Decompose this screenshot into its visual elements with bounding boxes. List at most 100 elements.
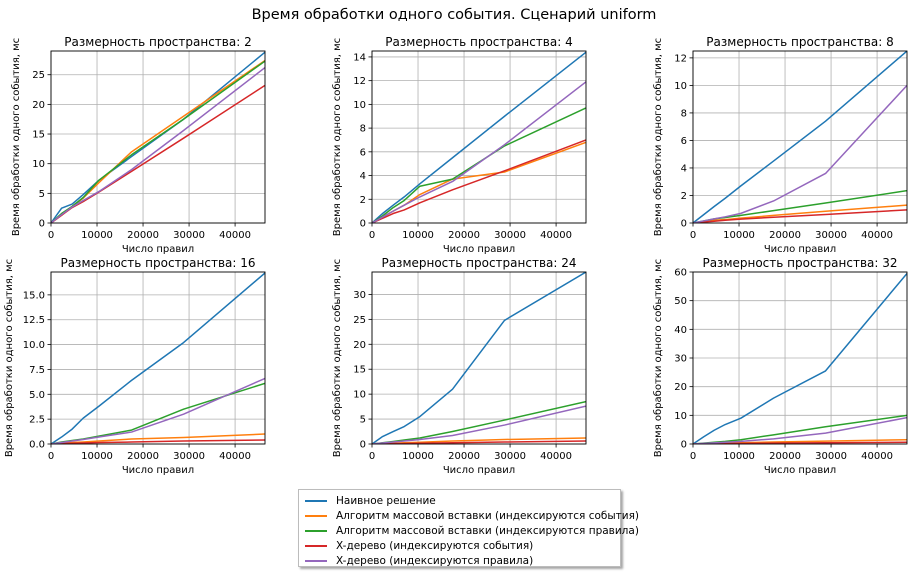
subplot-2-y-tick-label: 2 — [360, 195, 366, 206]
legend-label: Алгоритм массовой вставки (индексируются… — [336, 509, 640, 522]
subplot-3-series-line-4 — [693, 209, 907, 223]
subplot-1-x-tick-label: 20000 — [127, 230, 159, 241]
subplot-3-x-tick-label: 20000 — [769, 230, 801, 241]
subplot-1-x-axis-label: Число правил — [122, 244, 194, 255]
subplot-1-y-tick-label: 10 — [32, 159, 45, 170]
subplot-2-x-tick-label: 10000 — [402, 230, 434, 241]
subplot-5-x-tick-label: 30000 — [494, 451, 526, 462]
subplot-5-y-axis-label: Время обработки одного события, мс — [332, 259, 343, 457]
subplot-6-title: Размерность пространства: 32 — [702, 256, 897, 270]
subplot-6-x-tick-label: 30000 — [815, 451, 847, 462]
legend-item: Алгоритм массовой вставки (индексируются… — [305, 523, 639, 538]
subplot-1-x-tick-label: 10000 — [81, 230, 113, 241]
legend-item: X-дерево (индексируются события) — [305, 538, 614, 553]
subplot-6-series-line-1 — [693, 272, 907, 444]
subplot-5-axes-frame — [371, 271, 587, 445]
subplot-1-y-axis-label: Время обработки одного события, мс — [11, 38, 22, 236]
subplot-3-y-tick-label: 12 — [674, 53, 687, 64]
subplot-2-series-line-5 — [372, 81, 586, 223]
subplot-3-x-axis-label: Число правил — [764, 244, 836, 255]
subplot-2-series-line-1 — [372, 51, 586, 223]
subplot-1-series-line-4 — [51, 84, 265, 223]
subplot-4-y-tick-label: 10.0 — [23, 340, 45, 351]
subplot-6-x-tick-label: 10000 — [723, 451, 755, 462]
subplot-2-x-tick-label: 0 — [369, 230, 375, 241]
subplot-2-y-tick-label: 4 — [360, 171, 366, 182]
subplot-4-y-tick-label: 15.0 — [23, 290, 45, 301]
legend-label: X-дерево (индексируются правила) — [336, 554, 534, 567]
subplot-3-y-tick-label: 8 — [681, 108, 687, 119]
legend-item: Алгоритм массовой вставки (индексируются… — [305, 508, 639, 523]
subplot-4-x-axis-label: Число правил — [122, 465, 194, 476]
subplot-4-axes-frame — [50, 271, 266, 445]
subplot-2-x-tick-label: 40000 — [540, 230, 572, 241]
legend-line-xtree-events — [305, 544, 327, 547]
subplot-5-x-tick-label: 0 — [369, 451, 375, 462]
subplot-3-axes-frame — [692, 50, 908, 224]
subplot-2-y-tick-label: 6 — [360, 147, 366, 158]
subplot-5-y-tick-label: 15 — [353, 365, 366, 376]
subplot-3-x-tick-label: 40000 — [861, 230, 893, 241]
subplot-2-y-tick-label: 14 — [353, 52, 366, 63]
subplot-6-y-tick-label: 40 — [674, 325, 687, 336]
subplot-6-x-tick-label: 0 — [690, 451, 696, 462]
subplot-1-x-tick-label: 0 — [48, 230, 54, 241]
subplot-5-x-tick-label: 40000 — [540, 451, 572, 462]
legend-line-bulk-events — [305, 514, 327, 517]
subplot-5-x-axis-label: Число правил — [443, 465, 515, 476]
subplot-5-series-line-1 — [372, 272, 586, 444]
subplot-6-y-tick-label: 60 — [674, 268, 687, 279]
subplot-3-y-tick-label: 2 — [681, 191, 687, 202]
subplot-3: 0 10000 20000 30000 40000 0 2 4 6 8 10 12 Размерност… — [653, 35, 908, 255]
subplot-1-series-line-5 — [51, 67, 265, 223]
subplot-3-y-axis-label: Время обработки одного события, мс — [653, 38, 664, 236]
subplot-6-y-axis-label: Время обработки одного события, мс — [653, 259, 664, 457]
subplot-4-y-axis-label: Время обработки одного события, мс — [4, 259, 15, 457]
subplot-1-series-line-3 — [51, 60, 265, 223]
legend-line-bulk-rules — [305, 529, 327, 532]
subplot-1-x-tick-label: 30000 — [173, 230, 205, 241]
subplot-5-series-line-3 — [372, 400, 586, 444]
subplot-1-y-tick-label: 15 — [32, 130, 45, 141]
subplot-2-y-tick-label: 8 — [360, 124, 366, 135]
subplot-5-y-tick-label: 10 — [353, 390, 366, 401]
subplot-3-y-tick-label: 10 — [674, 81, 687, 92]
subplot-4-x-tick-label: 0 — [48, 451, 54, 462]
subplot-1-axes-frame — [50, 50, 266, 224]
subplot-2-x-tick-label: 20000 — [448, 230, 480, 241]
subplot-2-axes-frame — [371, 50, 587, 224]
legend: Наивное решение Алгоритм массовой вставк… — [298, 489, 639, 567]
subplot-4-y-tick-label: 2.5 — [29, 415, 45, 426]
subplot-5-x-tick-label: 20000 — [448, 451, 480, 462]
subplot-3-y-tick-label: 4 — [681, 163, 687, 174]
subplot-5-y-tick-label: 0 — [360, 440, 366, 451]
subplot-3-y-tick-label: 6 — [681, 136, 687, 147]
subplot-5: 0 10000 20000 30000 40000 0 5 10 15 20 25 30 Размерн… — [332, 256, 587, 476]
subplot-2-x-axis-label: Число правил — [443, 244, 515, 255]
subplot-3-y-tick-label: 0 — [681, 219, 687, 230]
subplot-6-y-tick-label: 10 — [674, 411, 687, 422]
subplot-4-y-tick-label: 7.5 — [29, 365, 45, 376]
subplot-4-series-line-4 — [51, 439, 265, 444]
subplot-1-x-tick-label: 40000 — [219, 230, 251, 241]
legend-label: X-дерево (индексируются события) — [336, 539, 534, 552]
subplot-1-y-tick-label: 0 — [39, 219, 45, 230]
subplot-3-x-tick-label: 10000 — [723, 230, 755, 241]
subplot-4: 0 10000 20000 30000 40000 0.0 2.5 5.0 7.5 10.0 12.… — [4, 256, 266, 476]
subplot-2-series-line-4 — [372, 139, 586, 223]
subplot-4-series-line-1 — [51, 272, 265, 444]
subplot-4-y-tick-label: 0.0 — [29, 440, 45, 451]
subplot-1: 0 10000 20000 30000 40000 0 5 10 15 20 25 Размернос… — [11, 35, 266, 255]
subplot-3-x-tick-label: 0 — [690, 230, 696, 241]
subplot-6-x-axis-label: Число правил — [764, 465, 836, 476]
subplot-2-y-tick-label: 12 — [353, 76, 366, 87]
subplot-4-x-tick-label: 40000 — [219, 451, 251, 462]
subplot-2-y-tick-label: 0 — [360, 219, 366, 230]
subplot-5-series-line-5 — [372, 405, 586, 444]
subplot-2: 0 10000 20000 30000 40000 0 2 4 6 8 10 12 14 Размерно… — [332, 35, 587, 255]
subplot-6-y-tick-label: 0 — [681, 440, 687, 451]
subplot-3-title: Размерность пространства: 8 — [706, 35, 893, 49]
subplot-6: 0 10000 20000 30000 40000 0 10 20 30 40 50 60 Размер… — [653, 256, 908, 476]
subplot-6-x-tick-label: 40000 — [861, 451, 893, 462]
subplot-4-x-tick-label: 10000 — [81, 451, 113, 462]
